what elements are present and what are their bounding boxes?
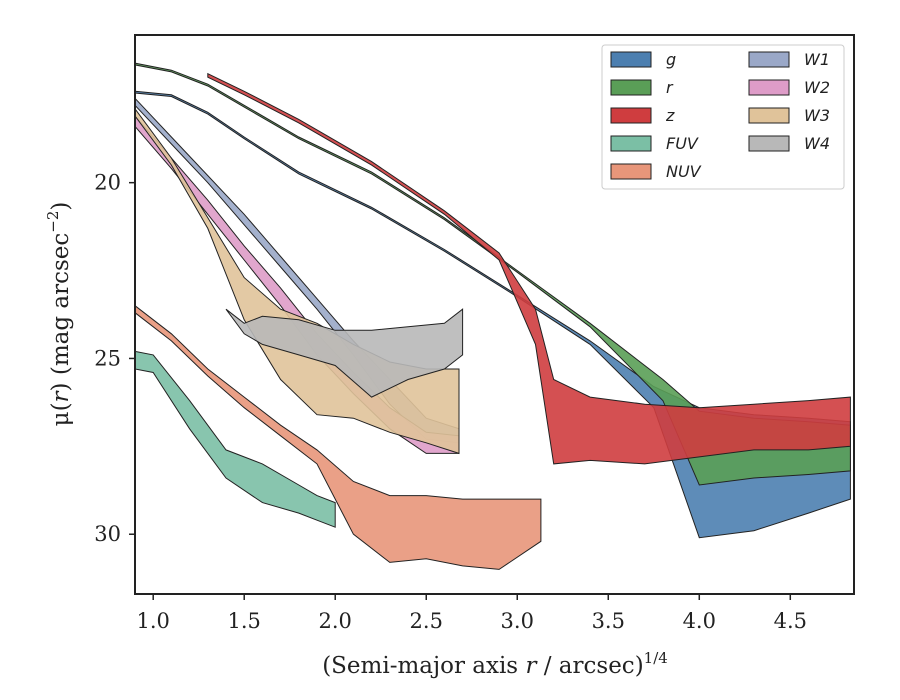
- x-tick-label: 4.0: [683, 609, 716, 633]
- series-area-z: [207, 72, 851, 465]
- legend-swatch-w1: [748, 51, 790, 68]
- legend-swatch-fuv: [610, 135, 652, 152]
- legend-swatch-w2: [748, 79, 790, 96]
- legend-swatch-w3: [748, 107, 790, 124]
- y-tick-label: 20: [94, 171, 121, 195]
- legend-label-w2: W2: [804, 78, 830, 97]
- legend-label-fuv: FUV: [666, 134, 699, 153]
- legend-label-z: z: [665, 106, 675, 125]
- series-areas: [134, 62, 851, 570]
- x-tick-label: 3.5: [592, 609, 625, 633]
- y-axis-label: μ(r) (mag arcsec−2): [44, 202, 74, 427]
- x-tick-label: 2.0: [319, 609, 352, 633]
- x-tick-label: 2.5: [410, 609, 443, 633]
- y-axis-ticks: 20 25 30: [94, 171, 135, 546]
- legend-swatch-r: [610, 79, 652, 96]
- legend-swatch-nuv: [610, 163, 652, 180]
- legend-label-r: r: [666, 78, 674, 97]
- series-area-fuv: [134, 350, 336, 528]
- legend-swatch-g: [610, 51, 652, 68]
- x-tick-label: 1.5: [228, 609, 261, 633]
- x-tick-label: 1.0: [136, 609, 169, 633]
- legend-swatch-w4: [748, 135, 790, 152]
- series-area-w4: [225, 308, 464, 398]
- y-tick-label: 25: [94, 346, 121, 370]
- legend-label-g: g: [666, 50, 676, 69]
- legend-label-w4: W4: [804, 134, 830, 153]
- legend-swatch-z: [610, 107, 652, 124]
- series-area-nuv: [134, 304, 542, 570]
- y-tick-label: 30: [94, 522, 121, 546]
- x-axis-label: (Semi-major axis r / arcsec)1/4: [322, 649, 668, 679]
- legend-label-w1: W1: [804, 50, 830, 69]
- legend-label-w3: W3: [804, 106, 830, 125]
- legend-label-nuv: NUV: [666, 162, 702, 181]
- x-tick-label: 3.0: [501, 609, 534, 633]
- legend: grz FUV NUV W1 W2 W3 W4: [601, 44, 845, 190]
- x-axis-ticks: 1.0 1.5 2.0 2.5 3.0 3.5 4.0 4.5: [136, 594, 807, 633]
- plot-frame: [134, 34, 855, 595]
- x-tick-label: 4.5: [774, 609, 807, 633]
